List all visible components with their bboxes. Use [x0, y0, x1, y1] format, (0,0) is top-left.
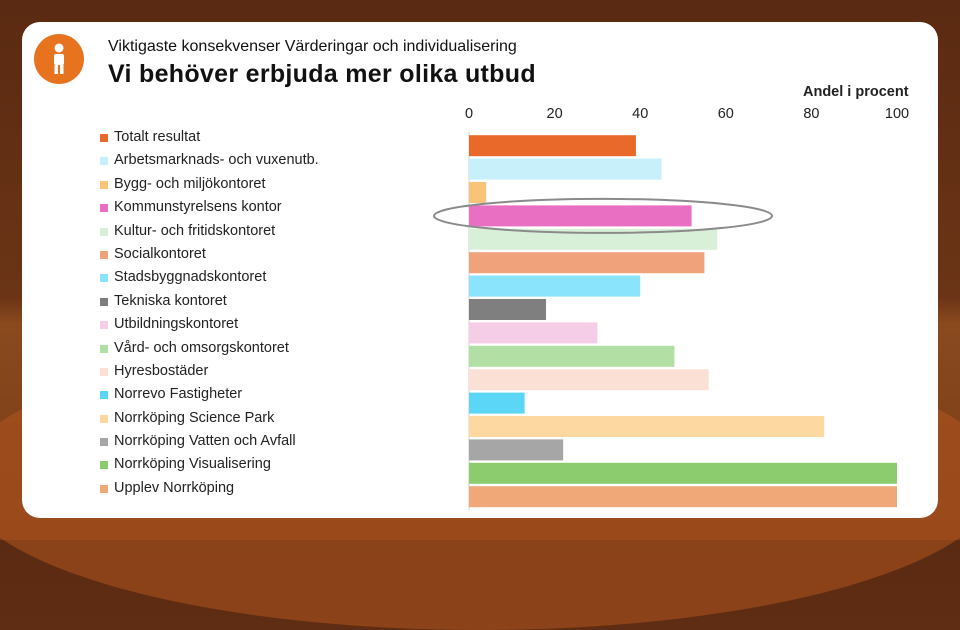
bar — [469, 252, 705, 274]
bar — [469, 322, 598, 344]
legend-item: Socialkontoret — [100, 243, 319, 266]
bar — [469, 462, 897, 484]
legend-label: Norrköping Vatten och Avfall — [114, 433, 296, 450]
bar — [469, 205, 692, 227]
bar — [469, 416, 825, 437]
legend-swatch — [100, 391, 108, 400]
x-tick-label: 40 — [632, 106, 648, 122]
legend-label: Norrevo Fastigheter — [114, 386, 243, 403]
x-tick-label: 100 — [885, 106, 909, 122]
legend-swatch — [100, 414, 108, 423]
legend-item: Kultur- och fritidskontoret — [100, 220, 319, 243]
slide-card: Viktigaste konsekvenser Värderingar och … — [22, 22, 938, 518]
legend-label: Totalt resultat — [114, 129, 201, 145]
legend-label: Arbetsmarknads- och vuxenutb. — [114, 152, 319, 169]
legend-item: Arbetsmarknads- och vuxenutb. — [100, 149, 319, 172]
legend-label: Kommunstyrelsens kontor — [114, 199, 282, 216]
legend-label: Bygg- och miljökontoret — [114, 175, 266, 192]
legend-item: Kommunstyrelsens kontor — [100, 196, 319, 219]
x-tick-label: 80 — [803, 106, 819, 122]
legend-item: Stadsbyggnadskontoret — [100, 266, 319, 289]
legend-swatch — [100, 134, 108, 142]
chart-legend: Totalt resultat Arbetsmarknads- och vuxen… — [100, 126, 319, 500]
legend-swatch — [100, 204, 108, 213]
legend-item: Norrevo Fastigheter — [100, 383, 319, 406]
bar — [469, 135, 636, 157]
x-tick-label: 0 — [465, 106, 473, 122]
legend-item: Bygg- och miljökontoret — [100, 173, 319, 196]
legend-item: Vård- och omsorgskontoret — [100, 337, 319, 360]
bar — [469, 158, 662, 180]
bar — [469, 392, 525, 414]
x-tick-label: 20 — [547, 106, 563, 122]
bar — [469, 182, 487, 203]
legend-label: Stadsbyggnadskontoret — [114, 269, 267, 286]
legend-label: Utbildningskontoret — [114, 316, 239, 333]
legend-label: Kultur- och fritidskontoret — [114, 222, 276, 239]
logo — [34, 34, 84, 84]
legend-item: Utbildningskontoret — [100, 313, 319, 336]
bar — [469, 345, 675, 367]
x-axis-title: Andel i procent — [803, 84, 909, 100]
person-icon — [54, 43, 64, 74]
legend-label: Upplev Norrköping — [114, 479, 235, 496]
legend-item: Tekniska kontoret — [100, 290, 319, 313]
bar — [469, 439, 564, 461]
legend-swatch — [100, 461, 108, 470]
slide-title: Vi behöver erbjuda mer olika utbud — [108, 60, 536, 88]
legend-item: Hyresbostäder — [100, 360, 319, 383]
legend-item: Totalt resultat — [100, 126, 319, 149]
bar — [469, 228, 718, 250]
highlight-ellipse — [433, 197, 773, 234]
legend-swatch — [100, 438, 108, 447]
legend-label: Tekniska kontoret — [114, 292, 227, 309]
bar-chart: 0 20 40 60 80 100 — [433, 106, 909, 511]
x-tick-label: 60 — [718, 106, 734, 122]
slide-subtitle: Viktigaste konsekvenser Värderingar och … — [108, 38, 517, 55]
legend-label: Socialkontoret — [114, 245, 206, 262]
legend-label: Norrköping Science Park — [114, 409, 275, 426]
legend-swatch — [100, 157, 108, 166]
bar — [469, 275, 641, 297]
bar — [469, 299, 547, 320]
legend-swatch — [100, 344, 108, 353]
legend-item: Upplev Norrköping — [100, 477, 319, 500]
legend-swatch — [100, 227, 108, 236]
legend-label: Vård- och omsorgskontoret — [114, 339, 289, 356]
legend-item: Norrköping Science Park — [100, 407, 319, 430]
legend-item: Norrköping Visualisering — [100, 453, 319, 476]
legend-swatch — [100, 321, 108, 330]
bar — [469, 369, 709, 391]
legend-swatch — [100, 180, 108, 189]
legend-swatch — [100, 250, 108, 259]
legend-label: Norrköping Visualisering — [114, 456, 271, 473]
legend-swatch — [100, 274, 108, 283]
legend-swatch — [100, 297, 108, 306]
legend-item: Norrköping Vatten och Avfall — [100, 430, 319, 453]
legend-swatch — [100, 367, 108, 376]
bar — [469, 486, 897, 508]
legend-swatch — [100, 484, 108, 493]
legend-label: Hyresbostäder — [114, 362, 209, 379]
